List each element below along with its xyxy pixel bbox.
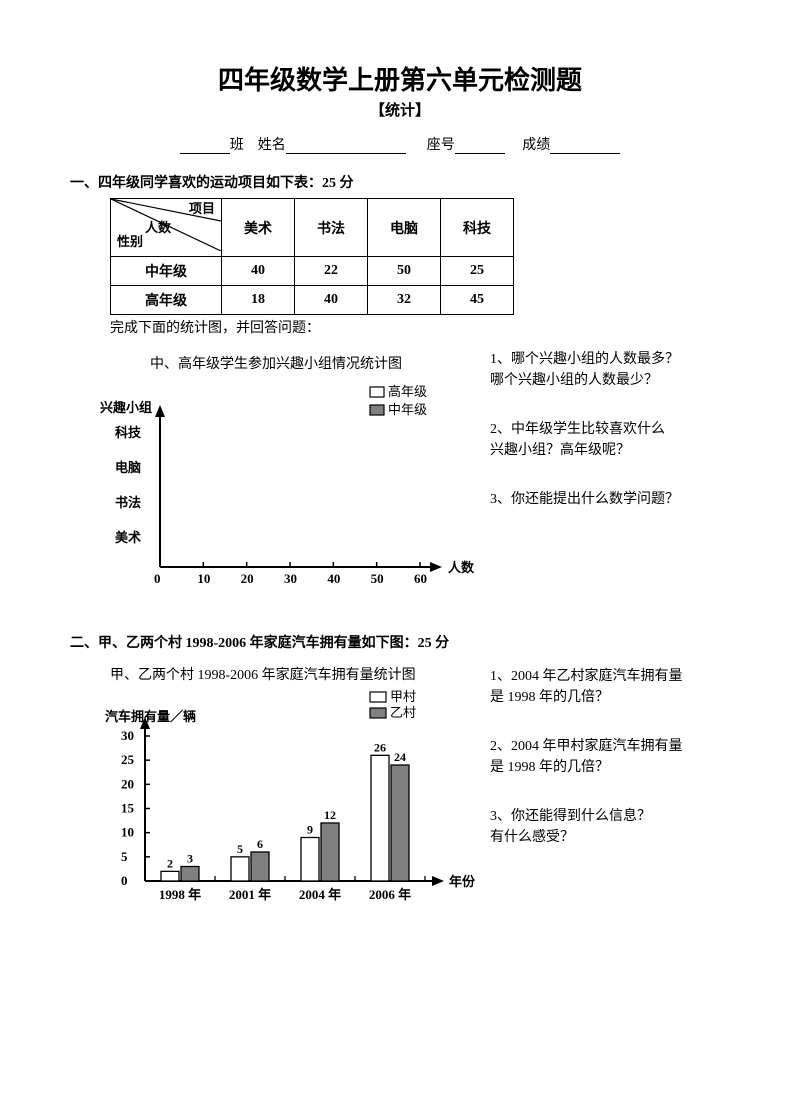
svg-text:甲村: 甲村 [390,689,416,704]
svg-text:26: 26 [374,740,386,754]
col-header: 电脑 [368,199,441,257]
svg-text:6: 6 [257,837,263,851]
svg-text:兴趣小组: 兴趣小组 [100,400,152,415]
svg-text:高年级: 高年级 [388,384,427,399]
question: 3、你还能提出什么数学问题？ [490,489,679,510]
col-header: 书法 [295,199,368,257]
section2-heading: 二、甲、乙两个村 1998-2006 年家庭汽车拥有量如下图：25 分 [70,632,730,652]
cell: 22 [295,257,368,286]
chart2-svg: 甲村乙村汽车拥有量／辆年份051015202530231998 年562001 … [70,686,490,916]
svg-text:25: 25 [121,752,135,767]
svg-text:30: 30 [284,571,297,586]
cell: 40 [222,257,295,286]
table-row: 高年级 18 40 32 45 [111,286,514,315]
seat-label: 座号 [427,138,455,153]
question-text: 1、2004 年乙村家庭汽车拥有量 是 1998 年的几倍？ [490,669,683,705]
row-label: 高年级 [111,286,222,315]
section1-heading: 一、四年级同学喜欢的运动项目如下表：25 分 [70,172,730,192]
cell: 50 [368,257,441,286]
question-text: 2、中年级学生比较喜欢什么 兴趣小组？高年级呢？ [490,422,665,458]
svg-text:美术: 美术 [115,530,141,545]
svg-text:20: 20 [121,776,134,791]
cell: 45 [441,286,514,315]
question-text: 3、你还能得到什么信息？ 有什么感受？ [490,809,651,845]
diag-bottom: 性别 [117,234,143,249]
svg-text:汽车拥有量／辆: 汽车拥有量／辆 [105,709,196,724]
svg-text:书法: 书法 [115,495,141,510]
col-header: 美术 [222,199,295,257]
diag-top: 项目 [189,201,215,216]
svg-text:年份: 年份 [449,874,476,889]
svg-text:15: 15 [121,801,135,816]
cell: 25 [441,257,514,286]
section1-table: 项目 人数 性别 美术 书法 电脑 科技 中年级 40 22 50 25 高年级… [110,198,514,315]
section1-subtext: 完成下面的统计图，并回答问题： [110,317,730,337]
svg-text:5: 5 [121,849,128,864]
svg-text:科技: 科技 [115,425,142,440]
svg-text:0: 0 [154,571,161,586]
svg-text:2006 年: 2006 年 [369,887,411,902]
question-text: 2、2004 年甲村家庭汽车拥有量 是 1998 年的几倍？ [490,739,683,775]
svg-text:中年级: 中年级 [388,402,427,417]
class-label: 班 [230,138,244,153]
svg-text:5: 5 [237,842,243,856]
svg-text:电脑: 电脑 [115,460,141,475]
cell: 32 [368,286,441,315]
question: 2、2004 年甲村家庭汽车拥有量 是 1998 年的几倍？ [490,736,683,778]
svg-text:人数: 人数 [448,560,475,575]
svg-text:10: 10 [121,825,134,840]
svg-text:30: 30 [121,728,134,743]
question: 1、哪个兴趣小组的人数最多？ 哪个兴趣小组的人数最少？ [490,349,679,391]
svg-text:50: 50 [371,571,384,586]
svg-text:3: 3 [187,852,193,866]
section2-chart: 甲、乙两个村 1998-2006 年家庭汽车拥有量统计图 甲村乙村 汽车拥有量／辆… [70,658,490,921]
chart1-svg: 高年级中年级 兴趣小组科技电脑书法美术 0 10 20 30 40 50 60 人数 [70,377,490,597]
svg-text:40: 40 [327,571,340,586]
svg-text:0: 0 [121,873,128,888]
question: 2、中年级学生比较喜欢什么 兴趣小组？高年级呢？ [490,419,679,461]
cell: 18 [222,286,295,315]
col-header: 科技 [441,199,514,257]
cell: 40 [295,286,368,315]
question: 3、你还能得到什么信息？ 有什么感受？ [490,806,683,848]
page-title: 四年级数学上册第六单元检测题 [70,60,730,97]
table-row: 中年级 40 22 50 25 [111,257,514,286]
question-text: 1、哪个兴趣小组的人数最多？ 哪个兴趣小组的人数最少？ [490,352,679,388]
name-label: 姓名 [258,138,286,153]
question: 1、2004 年乙村家庭汽车拥有量 是 1998 年的几倍？ [490,666,683,708]
section2-questions: 1、2004 年乙村家庭汽车拥有量 是 1998 年的几倍？ 2、2004 年甲… [490,658,683,876]
form-line: 班 姓名 座号 成绩 [70,134,730,154]
section1-questions: 1、哪个兴趣小组的人数最多？ 哪个兴趣小组的人数最少？ 2、中年级学生比较喜欢什… [490,345,679,538]
svg-text:2004 年: 2004 年 [299,887,341,902]
svg-text:12: 12 [324,808,336,822]
svg-text:60: 60 [414,571,427,586]
section1-chart-title: 中、高年级学生参加兴趣小组情况统计图 [150,353,490,373]
page-subtitle: 【统计】 [70,99,730,120]
svg-text:24: 24 [394,750,406,764]
svg-text:1998 年: 1998 年 [159,887,201,902]
svg-text:9: 9 [307,823,313,837]
diagonal-cell-icon: 项目 人数 性别 [111,199,221,251]
svg-text:乙村: 乙村 [390,705,416,720]
section2-chart-title: 甲、乙两个村 1998-2006 年家庭汽车拥有量统计图 [110,664,490,684]
score-label: 成绩 [522,138,550,153]
question-text: 3、你还能提出什么数学问题？ [490,492,679,507]
svg-text:2001 年: 2001 年 [229,887,271,902]
svg-text:20: 20 [241,571,254,586]
diag-mid: 人数 [145,220,172,235]
svg-text:10: 10 [197,571,210,586]
svg-text:2: 2 [167,856,173,870]
section1-chart: 中、高年级学生参加兴趣小组情况统计图 高年级中年级 兴趣小组科技电脑书法美术 0 10… [70,345,490,602]
row-label: 中年级 [111,257,222,286]
page: 四年级数学上册第六单元检测题 【统计】 班 姓名 座号 成绩 一、四年级同学喜欢… [0,0,800,961]
